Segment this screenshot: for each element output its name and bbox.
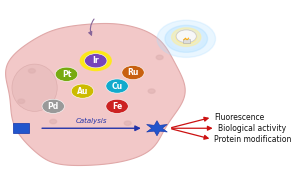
Circle shape (83, 52, 109, 69)
Text: Catalysis: Catalysis (76, 118, 107, 124)
Text: Au: Au (77, 87, 88, 96)
Circle shape (80, 51, 111, 70)
Circle shape (170, 29, 202, 49)
Circle shape (165, 25, 207, 52)
Text: Fe: Fe (112, 102, 122, 111)
Circle shape (71, 84, 94, 98)
Circle shape (176, 30, 196, 43)
Polygon shape (147, 121, 167, 136)
FancyBboxPatch shape (182, 40, 190, 43)
Circle shape (157, 20, 215, 57)
Circle shape (106, 79, 128, 93)
Circle shape (50, 119, 57, 124)
Circle shape (124, 121, 131, 125)
Text: Pt: Pt (62, 70, 71, 79)
Circle shape (106, 99, 128, 113)
Text: Pd: Pd (48, 102, 59, 111)
Polygon shape (6, 23, 185, 166)
Text: Protein modification: Protein modification (214, 135, 292, 144)
Circle shape (85, 54, 107, 68)
Circle shape (18, 99, 25, 103)
Circle shape (122, 65, 144, 80)
Circle shape (55, 67, 78, 81)
Circle shape (42, 99, 64, 113)
Text: Ru: Ru (127, 68, 139, 77)
Text: Cu: Cu (111, 82, 123, 91)
Circle shape (172, 28, 201, 46)
Circle shape (156, 55, 163, 60)
Circle shape (176, 30, 197, 44)
Circle shape (29, 69, 35, 73)
Text: Fluorescence: Fluorescence (214, 113, 265, 122)
FancyBboxPatch shape (13, 123, 29, 133)
Ellipse shape (12, 64, 57, 111)
Text: Biological activity: Biological activity (218, 124, 286, 133)
Text: Ir: Ir (92, 56, 99, 65)
Circle shape (148, 89, 155, 93)
